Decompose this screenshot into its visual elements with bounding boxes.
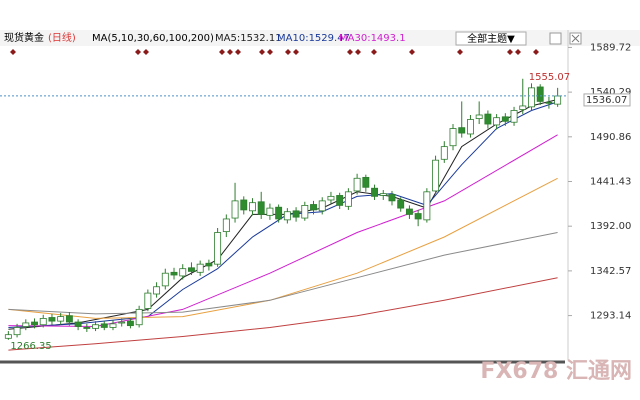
indicator: MA(5,10,30,60,100,200): [92, 33, 214, 44]
candle-body: [440, 146, 448, 160]
candle-body: [371, 187, 378, 197]
theme-menu[interactable]: 全部主题▼: [467, 32, 515, 45]
candle-body: [423, 191, 431, 221]
candle-body: [13, 327, 21, 336]
candle-body: [554, 95, 562, 105]
watermark: FX678 汇通网: [480, 359, 632, 384]
candle-body: [362, 176, 370, 188]
candle-body: [379, 193, 387, 196]
candle-body: [249, 202, 256, 212]
candle-body: [510, 110, 518, 123]
legend-entry: MA30:1493.1: [339, 33, 406, 44]
candle-body: [519, 105, 527, 110]
candle-body: [83, 327, 91, 329]
y-tick-label: 1589.72: [590, 42, 631, 53]
close-icon: [571, 34, 580, 43]
candle-body: [161, 272, 169, 287]
candle-body: [493, 117, 501, 126]
candle-body: [92, 324, 99, 329]
ma-line: [8, 232, 558, 315]
candle-body: [205, 262, 213, 267]
candle-body: [188, 267, 195, 272]
legend-entry: MA5:1532.11: [215, 33, 282, 44]
candle-body: [353, 177, 361, 192]
candle-body: [257, 201, 265, 215]
current-price-box: [583, 93, 631, 107]
high-label: 1555.07: [529, 72, 570, 83]
candle-body: [31, 321, 38, 326]
candle-body: [231, 200, 239, 219]
candle-body: [57, 316, 65, 322]
event-markers: [10, 49, 539, 55]
candle-body: [292, 210, 300, 218]
footer: [0, 360, 640, 400]
candle-body: [449, 128, 457, 147]
candle-body: [536, 86, 544, 102]
candle-body: [109, 323, 117, 328]
low-label: 1266.35: [10, 341, 51, 352]
candle-body: [397, 199, 405, 209]
candle-body: [179, 268, 187, 277]
candle-body: [170, 271, 178, 276]
chart-title: 现货黄金: [4, 31, 44, 44]
candle-body: [153, 286, 161, 295]
y-tick-label: 1490.86: [590, 132, 631, 143]
candle-body: [475, 114, 483, 120]
candle-body: [432, 159, 440, 192]
y-tick-label: 1540.29: [590, 87, 631, 98]
candle-body: [528, 87, 535, 108]
candle-body: [100, 323, 108, 328]
candle-body: [336, 195, 344, 206]
y-tick-label: 1392.00: [590, 221, 631, 232]
candle-body: [327, 195, 335, 201]
candle-body: [344, 191, 352, 207]
candle-body: [310, 204, 317, 211]
candle-body: [222, 218, 230, 233]
candle-body: [283, 211, 291, 221]
y-tick-label: 1441.43: [590, 177, 631, 188]
candle-body: [135, 308, 143, 326]
ma-line: [8, 277, 558, 351]
period: (日线): [48, 31, 76, 44]
candle-body: [484, 113, 492, 125]
candle-body: [4, 334, 12, 339]
y-tick-label: 1342.57: [590, 266, 631, 277]
candle-body: [467, 119, 474, 135]
candle-body: [65, 315, 73, 323]
candle-body: [39, 318, 47, 326]
candle-body: [240, 199, 248, 211]
candle-body: [318, 200, 326, 212]
current-price-label: 1536.07: [586, 95, 627, 106]
candle-body: [388, 194, 396, 202]
candle-body: [48, 317, 56, 322]
candle-body: [545, 101, 553, 104]
theme-dropdown[interactable]: [455, 31, 527, 46]
candle-body: [214, 232, 222, 265]
y-tick-label: 1293.14: [590, 311, 631, 322]
candle-body: [266, 207, 274, 216]
candle-body: [118, 321, 126, 324]
candle-body: [301, 204, 309, 219]
candle-body: [275, 206, 283, 220]
candle-body: [22, 322, 30, 327]
candle-body: [405, 208, 413, 215]
candle-body: [501, 116, 509, 122]
settings-button[interactable]: [549, 32, 562, 45]
legend-entry: MA10:1529.47: [277, 33, 350, 44]
candle-body: [144, 292, 152, 309]
candle-body: [126, 320, 134, 327]
candle-body: [458, 127, 466, 134]
candle-body: [414, 213, 422, 220]
candle-body: [74, 321, 82, 327]
candle-body: [196, 263, 204, 273]
